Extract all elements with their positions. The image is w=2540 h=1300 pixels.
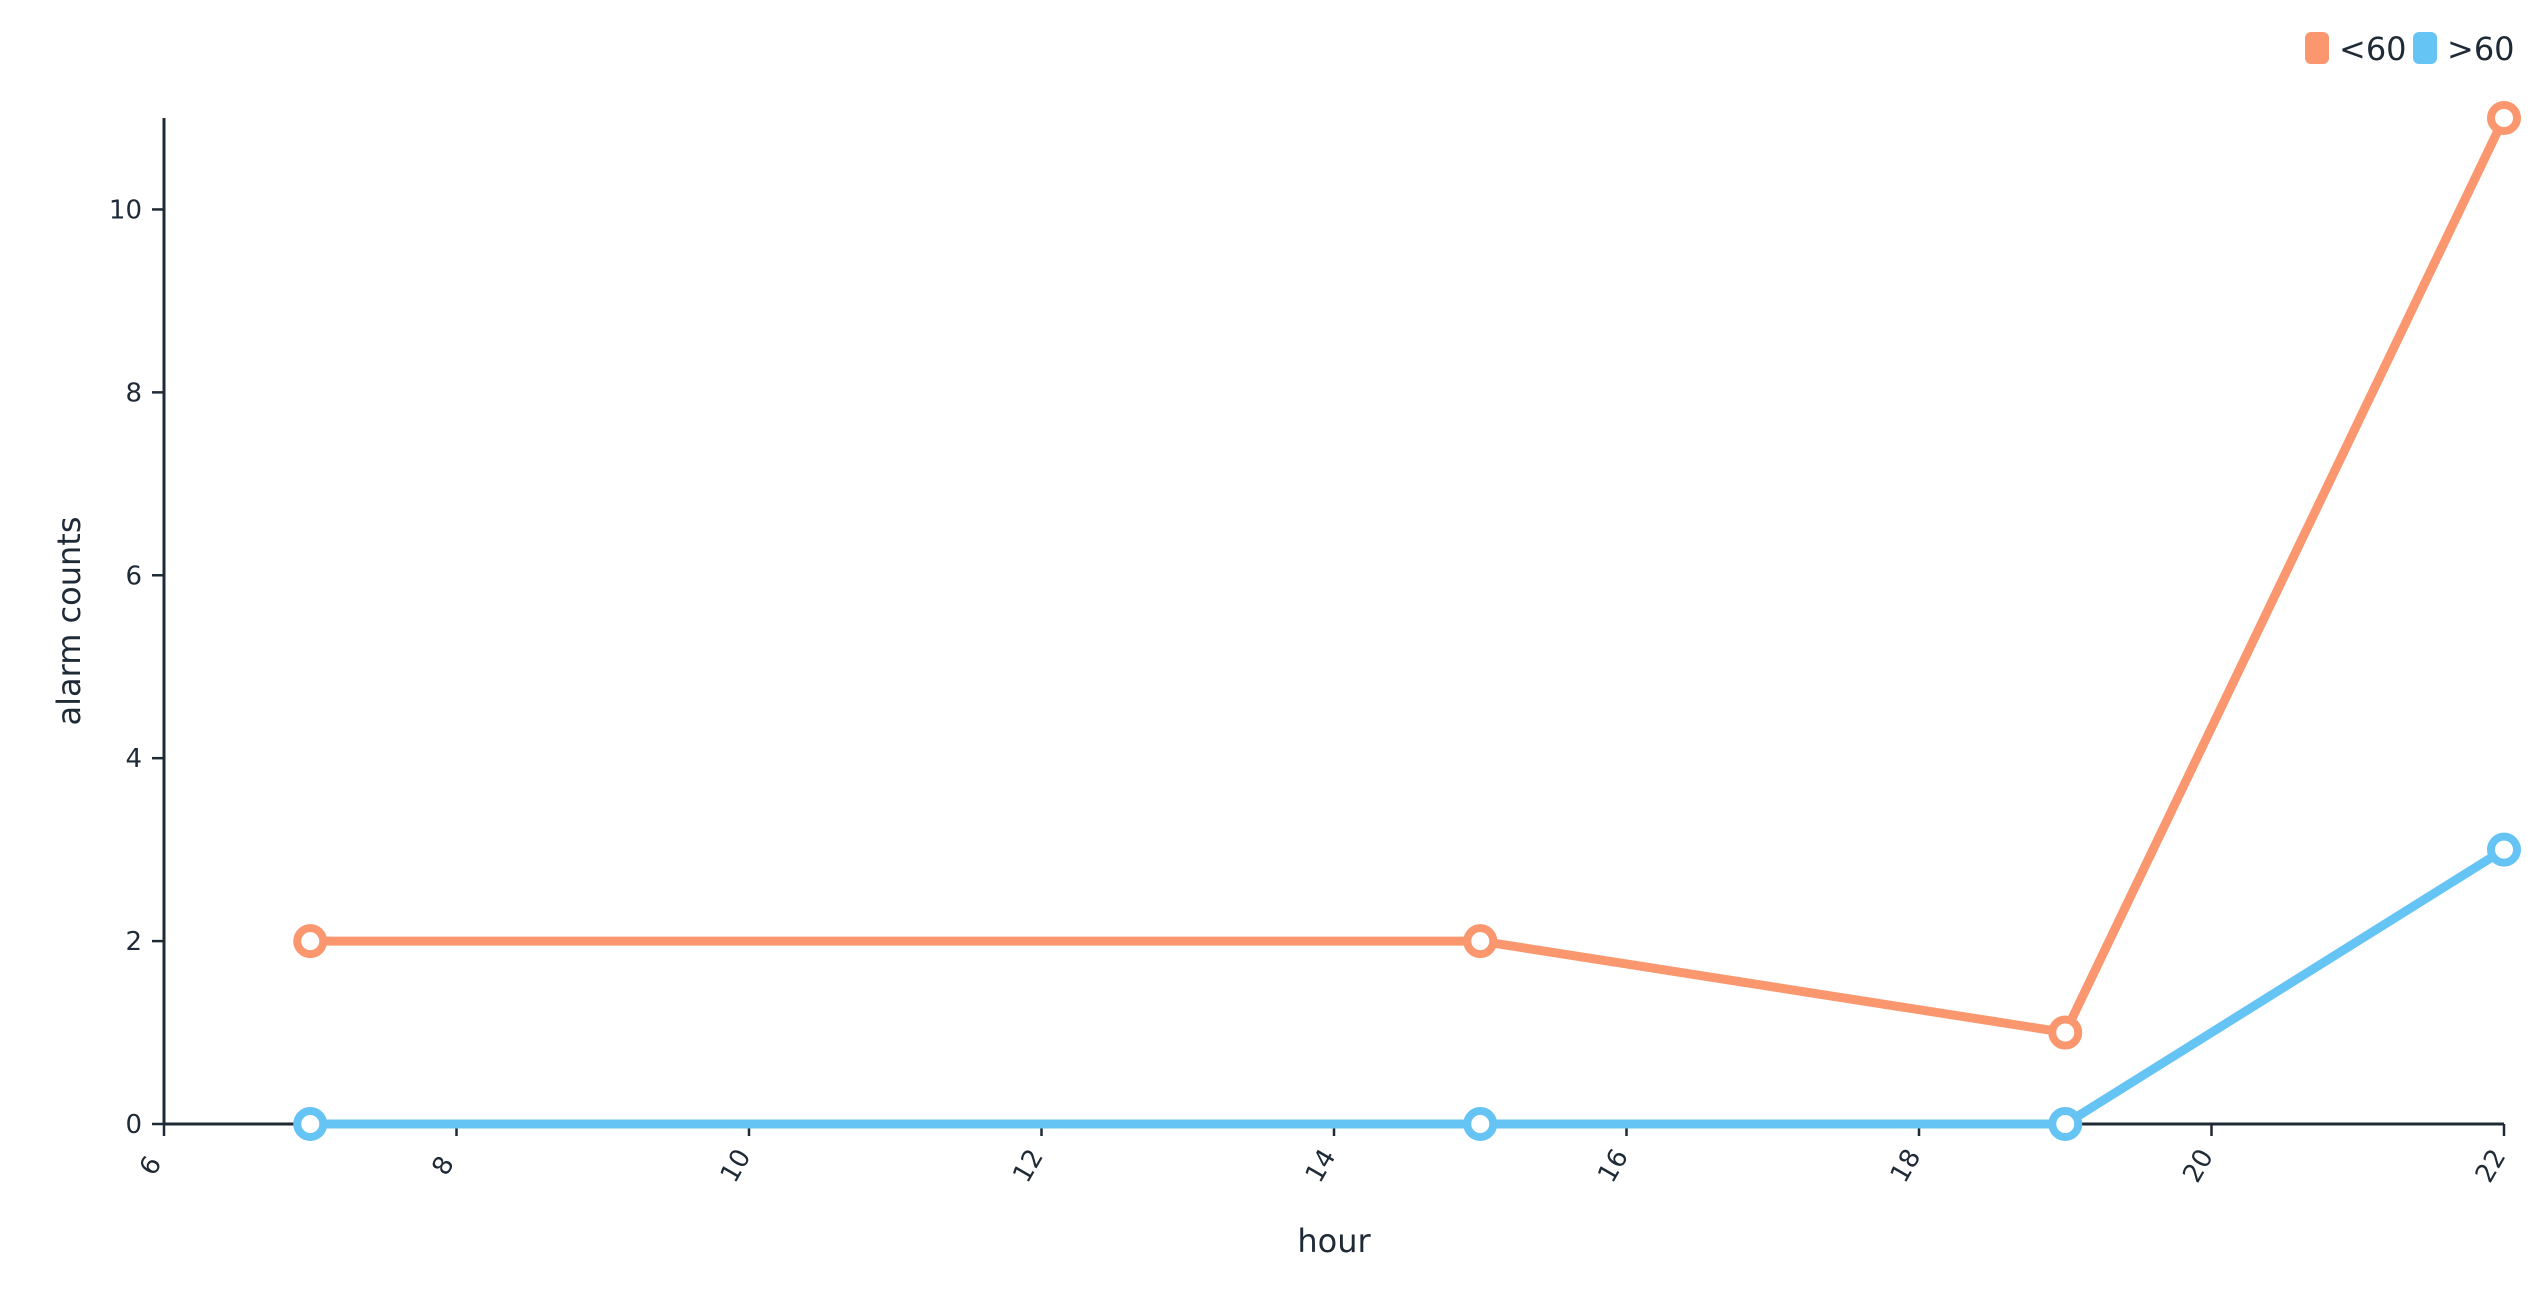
- series-line-0: [305, 113, 2509, 1038]
- y-tick-label: 0: [125, 1110, 142, 1140]
- axes-layer: 0 2 4 6 8 10 6 8 10 12 14 16 18 20 22 hour alarm counts: [50, 118, 2512, 1260]
- series-point-1-0: [293, 1107, 328, 1141]
- x-tick-label: 14: [1300, 1144, 1343, 1188]
- x-tick-label: 6: [134, 1151, 168, 1180]
- series-point-1-3: [2487, 832, 2521, 867]
- legend-swatch-0: [2305, 32, 2329, 64]
- x-tick-label: 16: [1592, 1144, 1635, 1188]
- series-point-0-2: [2048, 1015, 2083, 1050]
- y-tick-label: 2: [125, 927, 142, 957]
- legend: <60 >60: [2305, 30, 2515, 68]
- points-layer: [293, 101, 2521, 1141]
- y-tick-label: 10: [109, 195, 142, 225]
- y-tick-label: 8: [125, 378, 142, 408]
- y-axis-title: alarm counts: [50, 517, 88, 726]
- series-point-1-2: [2048, 1107, 2083, 1141]
- legend-label-1: >60: [2447, 30, 2515, 68]
- x-tick-label: 20: [2177, 1144, 2220, 1188]
- y-tick-label: 6: [125, 561, 142, 591]
- series-layer: [305, 113, 2509, 1129]
- x-tick-label: 12: [1007, 1144, 1050, 1188]
- y-tick-label: 4: [125, 744, 142, 774]
- legend-label-0: <60: [2339, 30, 2407, 68]
- x-axis-title: hour: [1297, 1222, 1371, 1260]
- series-point-0-0: [293, 924, 328, 959]
- series-point-0-1: [1463, 924, 1498, 959]
- x-tick-label: 8: [426, 1151, 460, 1180]
- x-tick-label: 18: [1885, 1144, 1928, 1188]
- x-tick-label: 10: [715, 1144, 758, 1188]
- series-point-0-3: [2487, 101, 2521, 135]
- legend-swatch-1: [2413, 32, 2437, 64]
- series-point-1-1: [1463, 1107, 1498, 1141]
- x-tick-label: 22: [2470, 1144, 2513, 1188]
- series-line-1: [305, 845, 2509, 1129]
